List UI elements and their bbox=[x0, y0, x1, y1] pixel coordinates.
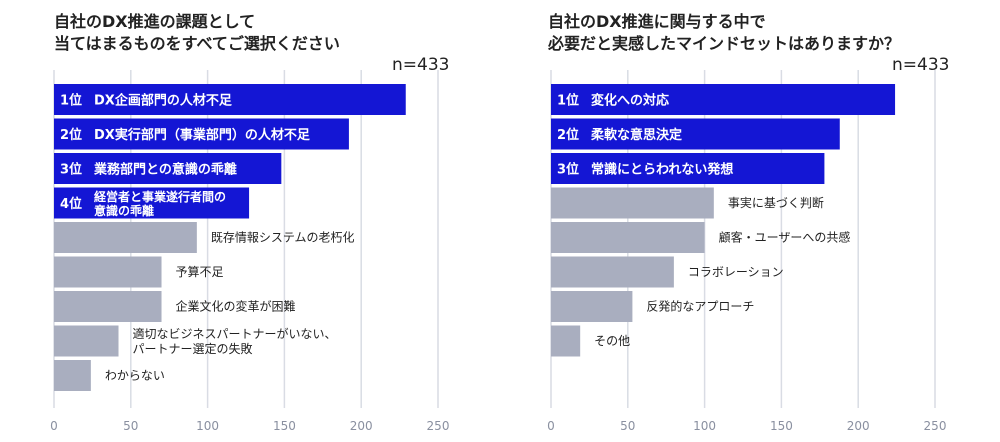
bar-chart-issues: 0 50 100 150 200 250 1位 DX企画部門の人材不足 2位 DX実行部門（事業部… bbox=[50, 70, 450, 433]
bar bbox=[551, 291, 633, 322]
x-tick-label: 0 bbox=[547, 419, 555, 433]
bar bbox=[551, 256, 674, 288]
category-label: 予算不足 bbox=[176, 264, 224, 279]
bar bbox=[551, 118, 840, 150]
x-tick-label: 0 bbox=[50, 419, 58, 433]
category-label: コラボレーション bbox=[688, 265, 784, 279]
category-label: 常識にとらわれない発想 bbox=[591, 162, 733, 178]
chart-title-line-1: 自社のDX推進の課題として bbox=[54, 12, 256, 31]
x-tick-label: 200 bbox=[350, 419, 373, 433]
bar-chart-mindset: 0 50 100 150 200 250 1位 変化への対応 2位 柔軟な意思決定 3位 常識にとらわ… bbox=[547, 70, 947, 433]
bar bbox=[54, 187, 250, 219]
category-label: DX企画部門の人材不足 bbox=[94, 93, 233, 109]
bar bbox=[54, 222, 197, 253]
category-label: 顧客・ユーザーへの共感 bbox=[719, 230, 851, 245]
category-label: 意識の乖離 bbox=[94, 203, 154, 218]
bar bbox=[551, 187, 714, 219]
bar bbox=[54, 84, 406, 115]
chart-title-line-1: 自社のDX推進に関与する中で bbox=[548, 12, 766, 31]
bar bbox=[54, 153, 282, 184]
category-label: 変化への対応 bbox=[591, 93, 669, 109]
category-label: 経営者と事業遂行者間の bbox=[94, 189, 226, 204]
bar bbox=[551, 153, 825, 184]
chart-dx-issues: 自社のDX推進の課題として 当てはまるものをすべてご選択ください n=433 0… bbox=[50, 12, 450, 433]
chart-title-line-2: 必要だと実感したマインドセットはありますか？ bbox=[548, 34, 901, 53]
bar bbox=[551, 325, 581, 357]
bar bbox=[54, 325, 119, 357]
rank-label: 2位 bbox=[557, 127, 579, 143]
category-label: パートナー選定の失敗 bbox=[133, 341, 253, 356]
category-label: 業務部門との意識の乖離 bbox=[93, 162, 237, 178]
bar bbox=[54, 118, 349, 150]
bar bbox=[551, 84, 896, 115]
x-tick-label: 150 bbox=[273, 419, 296, 433]
category-label: わからない bbox=[105, 369, 165, 383]
bar bbox=[54, 291, 162, 322]
category-label: 反発的なアプローチ bbox=[646, 299, 754, 314]
category-label: 柔軟な意思決定 bbox=[590, 127, 682, 143]
rank-label: 1位 bbox=[557, 93, 579, 109]
x-tick-label: 250 bbox=[924, 419, 947, 433]
category-label: 適切なビジネスパートナーがいない、 bbox=[133, 326, 337, 341]
rank-label: 3位 bbox=[60, 162, 82, 178]
bar bbox=[54, 256, 162, 288]
x-tick-label: 150 bbox=[770, 419, 793, 433]
rank-label: 2位 bbox=[60, 127, 82, 143]
category-label: DX実行部門（事業部門）の人材不足 bbox=[94, 127, 311, 143]
x-tick-label: 250 bbox=[427, 419, 450, 433]
chart-dx-mindset: 自社のDX推進に関与する中で 必要だと実感したマインドセットはありますか？ n=… bbox=[500, 0, 1000, 442]
rank-label: 3位 bbox=[557, 162, 579, 178]
category-label: 企業文化の変革が困難 bbox=[176, 299, 296, 314]
x-tick-label: 100 bbox=[196, 419, 219, 433]
sample-size-label: n=433 bbox=[392, 55, 450, 75]
bar bbox=[54, 360, 91, 391]
x-tick-label: 50 bbox=[123, 419, 138, 433]
bar bbox=[551, 222, 705, 253]
x-tick-label: 50 bbox=[620, 419, 635, 433]
category-label: 既存情報システムの老朽化 bbox=[211, 231, 355, 245]
rank-label: 1位 bbox=[60, 93, 82, 109]
x-tick-label: 200 bbox=[847, 419, 870, 433]
rank-label: 4位 bbox=[60, 196, 82, 212]
category-label: その他 bbox=[594, 334, 630, 348]
chart-title-line-2: 当てはまるものをすべてご選択ください bbox=[54, 34, 340, 53]
x-tick-label: 100 bbox=[693, 419, 716, 433]
category-label: 事実に基づく判断 bbox=[728, 195, 824, 210]
